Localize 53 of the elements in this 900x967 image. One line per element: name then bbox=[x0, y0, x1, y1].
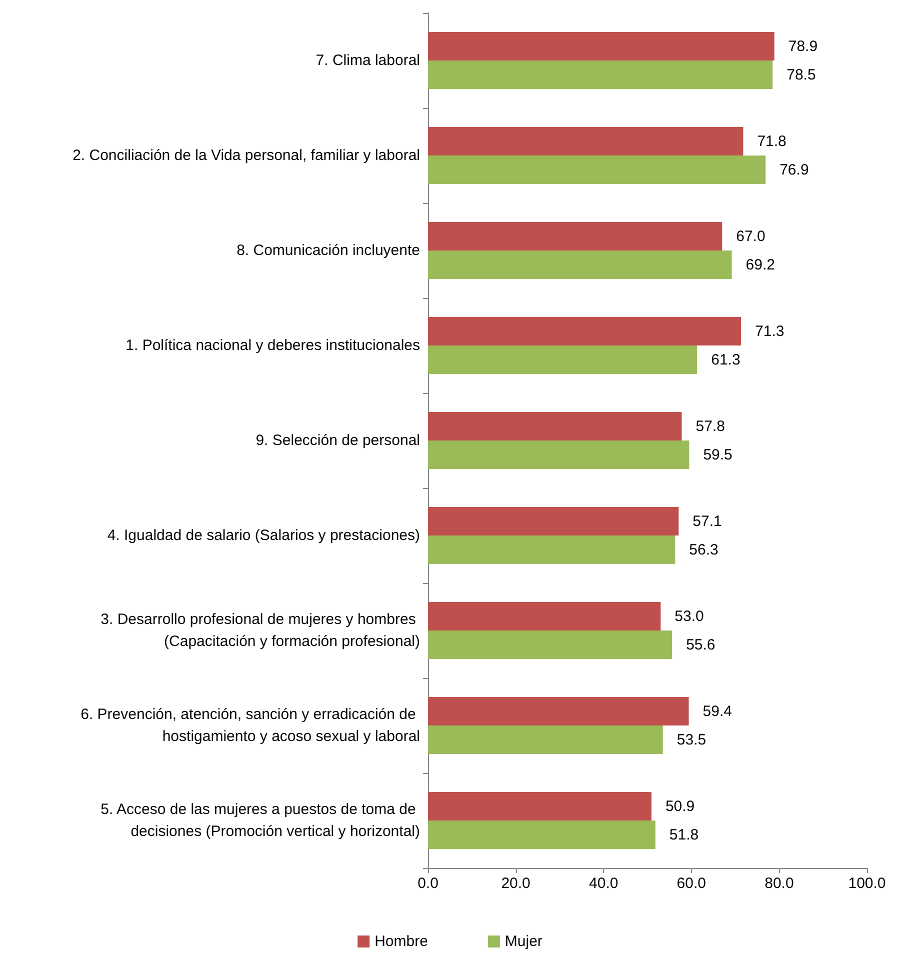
bar bbox=[428, 792, 652, 820]
bar bbox=[428, 697, 689, 726]
bar bbox=[428, 127, 744, 156]
data-label: 53.0 bbox=[674, 608, 704, 625]
x-tick-label: 20.0 bbox=[501, 875, 530, 892]
x-tick-label: 60.0 bbox=[676, 875, 706, 892]
bar bbox=[428, 726, 663, 754]
y-tick-label: 7. Clima laboral bbox=[316, 52, 420, 69]
x-tick-label: 40.0 bbox=[589, 875, 618, 892]
bar bbox=[428, 536, 676, 564]
y-tick-label: 6. Prevención, atención, sanción y erradicación de hostigamiento y acoso sexual y laboral bbox=[80, 706, 420, 745]
data-label: 61.3 bbox=[711, 351, 740, 368]
bar bbox=[428, 60, 773, 89]
y-tick-label: 5. Acceso de las mujeres a puestos de toma de decisiones (Promoción vertical y horizontal) bbox=[100, 801, 420, 840]
bar bbox=[428, 820, 656, 849]
data-label: 50.9 bbox=[665, 798, 695, 815]
data-label: 59.5 bbox=[703, 446, 732, 464]
legend-label: Mujer bbox=[504, 933, 542, 950]
bar bbox=[428, 507, 679, 536]
x-tick-label: 0.0 bbox=[418, 875, 438, 892]
data-label: 78.5 bbox=[786, 66, 816, 84]
y-tick-label: 8. Comunicación incluyente bbox=[236, 242, 420, 259]
bar bbox=[428, 346, 698, 374]
bar bbox=[428, 317, 742, 346]
data-label: 76.9 bbox=[780, 161, 809, 178]
bar bbox=[428, 630, 672, 659]
bar bbox=[428, 250, 732, 279]
data-label: 57.1 bbox=[692, 512, 722, 530]
bar bbox=[428, 602, 661, 630]
data-label: 55.6 bbox=[686, 636, 716, 654]
y-tick-label: 9. Selección de personal bbox=[256, 432, 420, 449]
x-tick-label: 80.0 bbox=[764, 875, 794, 892]
bar bbox=[428, 156, 766, 184]
legend-label: Hombre bbox=[374, 933, 428, 950]
data-label: 78.9 bbox=[788, 38, 818, 55]
y-tick-label: 3. Desarrollo profesional de mujeres y hombres (Capacitación y formación profesional) bbox=[100, 611, 420, 650]
data-label: 57.8 bbox=[696, 418, 725, 435]
bar bbox=[428, 222, 722, 250]
data-label: 59.4 bbox=[702, 702, 732, 720]
bar bbox=[428, 412, 682, 440]
data-label: 67.0 bbox=[736, 228, 766, 245]
y-tick-label: 4. Igualdad de salario (Salarios y prestaciones) bbox=[107, 527, 420, 544]
data-label: 51.8 bbox=[669, 826, 699, 844]
x-tick-label: 100.0 bbox=[848, 875, 886, 892]
data-label: 69.2 bbox=[746, 256, 775, 274]
y-tick-label: 1. Política nacional y deberes institucionales bbox=[126, 337, 420, 354]
bar bbox=[428, 32, 774, 60]
data-label: 53.5 bbox=[676, 731, 706, 748]
data-label: 71.3 bbox=[755, 322, 784, 340]
y-tick-label: 2. Conciliación de la Vida personal, familiar y laboral bbox=[72, 147, 420, 164]
data-label: 71.8 bbox=[757, 132, 786, 150]
bar bbox=[428, 440, 690, 469]
data-label: 56.3 bbox=[689, 541, 718, 558]
